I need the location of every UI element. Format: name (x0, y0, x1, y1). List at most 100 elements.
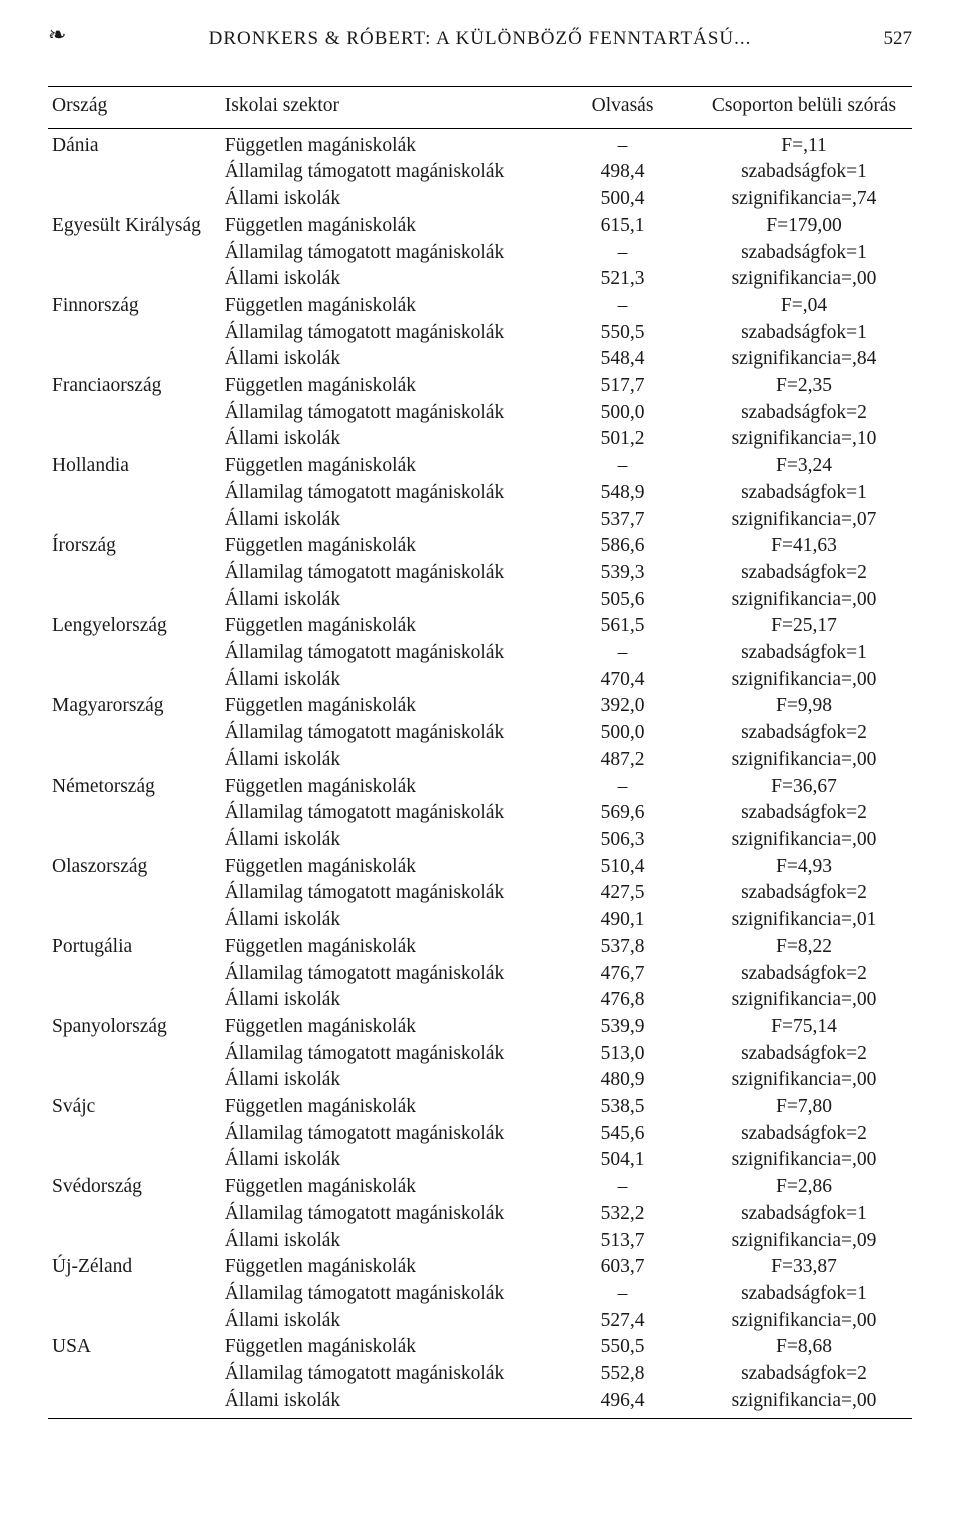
cell-value: 505,6 (549, 587, 696, 614)
cell-country: Lengyelország (48, 613, 221, 640)
cell-stat: F=2,86 (696, 1174, 912, 1201)
cell-country: Egyesült Királyság (48, 213, 221, 240)
table-row: SpanyolországFüggetlen magániskolák539,9… (48, 1014, 912, 1041)
cell-stat: szabadságfok=2 (696, 720, 912, 747)
cell-stat: szabadságfok=1 (696, 480, 912, 507)
table-row: Állami iskolák500,4szignifikancia=,74 (48, 186, 912, 213)
cell-stat: szignifikancia=,00 (696, 1067, 912, 1094)
cell-country: Franciaország (48, 373, 221, 400)
cell-value: 501,2 (549, 426, 696, 453)
cell-value: – (549, 128, 696, 159)
cell-stat: szignifikancia=,01 (696, 907, 912, 934)
cell-sector: Állami iskolák (221, 1308, 549, 1335)
table-row: Államilag támogatott magániskolák513,0sz… (48, 1041, 912, 1068)
cell-value: 521,3 (549, 266, 696, 293)
cell-sector: Államilag támogatott magániskolák (221, 400, 549, 427)
page: ❧ DRONKERS & RÓBERT: A KÜLÖNBÖZŐ FENNTAR… (0, 0, 960, 1529)
cell-value: 537,8 (549, 934, 696, 961)
cell-sector: Független magániskolák (221, 1254, 549, 1281)
cell-stat: szignifikancia=,00 (696, 1388, 912, 1419)
cell-country (48, 587, 221, 614)
cell-country (48, 1121, 221, 1148)
cell-country: Dánia (48, 128, 221, 159)
cell-sector: Független magániskolák (221, 1014, 549, 1041)
cell-sector: Független magániskolák (221, 934, 549, 961)
cell-stat: F=33,87 (696, 1254, 912, 1281)
table-header-row: Ország Iskolai szektor Olvasás Csoporton… (48, 87, 912, 129)
cell-country (48, 560, 221, 587)
table-row: Államilag támogatott magániskolák500,0sz… (48, 720, 912, 747)
cell-sector: Államilag támogatott magániskolák (221, 961, 549, 988)
table-row: Államilag támogatott magániskolák427,5sz… (48, 880, 912, 907)
cell-country (48, 1201, 221, 1228)
cell-stat: szignifikancia=,00 (696, 266, 912, 293)
cell-country (48, 320, 221, 347)
cell-stat: F=179,00 (696, 213, 912, 240)
cell-value: 392,0 (549, 693, 696, 720)
cell-value: – (549, 1174, 696, 1201)
cell-sector: Állami iskolák (221, 507, 549, 534)
cell-country (48, 480, 221, 507)
cell-value: – (549, 293, 696, 320)
cell-stat: F=41,63 (696, 533, 912, 560)
cell-stat: szignifikancia=,74 (696, 186, 912, 213)
table-row: NémetországFüggetlen magániskolák–F=36,6… (48, 774, 912, 801)
cell-value: 532,2 (549, 1201, 696, 1228)
cell-sector: Független magániskolák (221, 854, 549, 881)
cell-sector: Állami iskolák (221, 346, 549, 373)
cell-sector: Államilag támogatott magániskolák (221, 159, 549, 186)
table-row: Állami iskolák487,2szignifikancia=,00 (48, 747, 912, 774)
cell-country (48, 346, 221, 373)
cell-country (48, 880, 221, 907)
cell-stat: F=3,24 (696, 453, 912, 480)
cell-stat: szabadságfok=2 (696, 1121, 912, 1148)
cell-country (48, 1388, 221, 1419)
table-row: Állami iskolák470,4szignifikancia=,00 (48, 667, 912, 694)
table-row: Államilag támogatott magániskolák539,3sz… (48, 560, 912, 587)
cell-stat: F=75,14 (696, 1014, 912, 1041)
cell-value: 545,6 (549, 1121, 696, 1148)
cell-country (48, 1361, 221, 1388)
cell-country: Olaszország (48, 854, 221, 881)
cell-country (48, 1041, 221, 1068)
cell-value: – (549, 640, 696, 667)
cell-value: 480,9 (549, 1067, 696, 1094)
cell-sector: Állami iskolák (221, 827, 549, 854)
cell-sector: Államilag támogatott magániskolák (221, 320, 549, 347)
cell-sector: Állami iskolák (221, 186, 549, 213)
cell-sector: Állami iskolák (221, 1067, 549, 1094)
cell-country: Svájc (48, 1094, 221, 1121)
cell-value: 498,4 (549, 159, 696, 186)
cell-value: 470,4 (549, 667, 696, 694)
table-row: Állami iskolák496,4szignifikancia=,00 (48, 1388, 912, 1419)
cell-value: 496,4 (549, 1388, 696, 1419)
cell-stat: F=2,35 (696, 373, 912, 400)
page-number: 527 (884, 28, 913, 50)
cell-sector: Független magániskolák (221, 693, 549, 720)
cell-stat: szabadságfok=2 (696, 800, 912, 827)
cell-sector: Független magániskolák (221, 213, 549, 240)
cell-stat: szabadságfok=2 (696, 560, 912, 587)
cell-value: 561,5 (549, 613, 696, 640)
cell-stat: szabadságfok=2 (696, 1361, 912, 1388)
cell-country (48, 1067, 221, 1094)
cell-country (48, 426, 221, 453)
cell-sector: Független magániskolák (221, 774, 549, 801)
cell-sector: Független magániskolák (221, 613, 549, 640)
table-row: Állami iskolák513,7szignifikancia=,09 (48, 1228, 912, 1255)
table-row: Állami iskolák521,3szignifikancia=,00 (48, 266, 912, 293)
cell-sector: Államilag támogatott magániskolák (221, 880, 549, 907)
cell-value: 510,4 (549, 854, 696, 881)
cell-stat: szabadságfok=1 (696, 1281, 912, 1308)
table-row: Állami iskolák506,3szignifikancia=,00 (48, 827, 912, 854)
cell-stat: szignifikancia=,00 (696, 587, 912, 614)
cell-sector: Állami iskolák (221, 747, 549, 774)
table-row: Állami iskolák505,6szignifikancia=,00 (48, 587, 912, 614)
cell-value: 500,0 (549, 720, 696, 747)
table-row: ÍrországFüggetlen magániskolák586,6F=41,… (48, 533, 912, 560)
cell-value: 500,0 (549, 400, 696, 427)
table-row: Államilag támogatott magániskolák569,6sz… (48, 800, 912, 827)
cell-country: USA (48, 1334, 221, 1361)
cell-value: 517,7 (549, 373, 696, 400)
cell-stat: F=8,22 (696, 934, 912, 961)
